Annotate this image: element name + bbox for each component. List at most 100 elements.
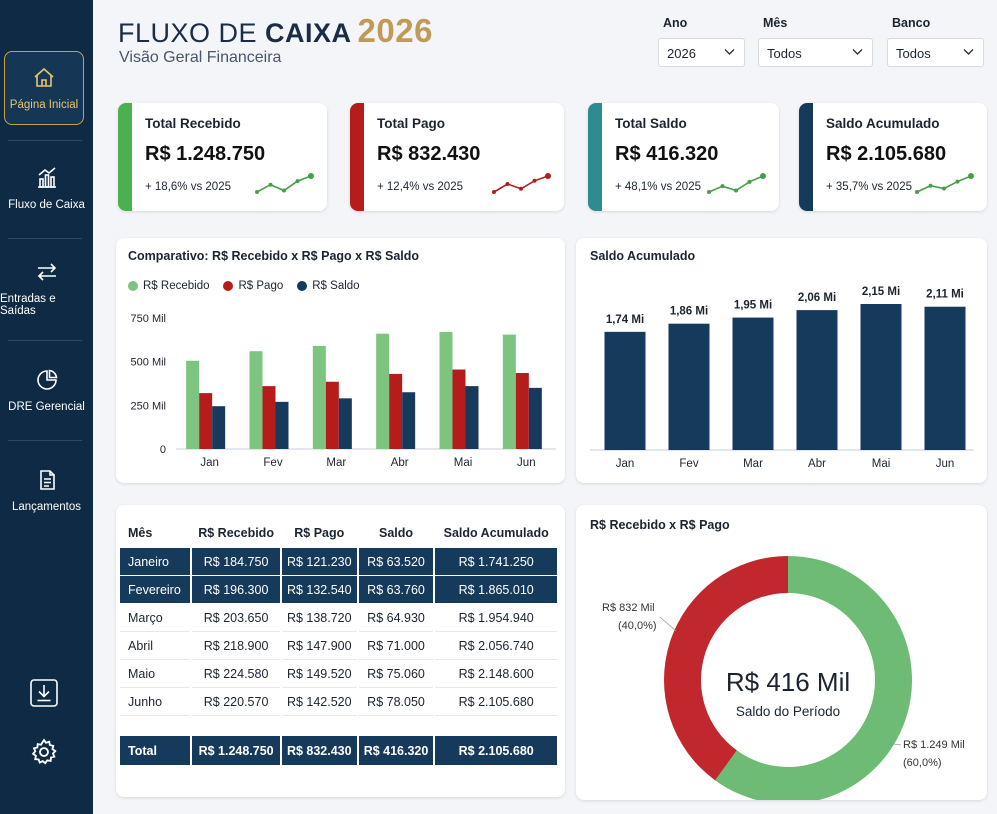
data-label: 1,74 Mi — [606, 314, 644, 326]
sidebar-item-fluxo-de-caixa[interactable]: Fluxo de Caixa — [0, 150, 93, 226]
y-tick-label: 250 Mil — [131, 400, 166, 412]
table-row[interactable]: Junho R$ 220.570 R$ 142.520 R$ 78.050 R$… — [120, 688, 557, 716]
bar-saldo-acumulado[interactable] — [924, 306, 966, 450]
data-label: 2,15 Mi — [862, 286, 900, 298]
title-year: 2026 — [357, 12, 433, 49]
table-cell: R$ 1.865.010 — [435, 576, 557, 604]
table-row[interactable]: Fevereiro R$ 196.300 R$ 132.540 R$ 63.76… — [120, 576, 557, 604]
bar-rsaldo[interactable] — [528, 387, 542, 449]
kpi-stripe — [588, 103, 602, 211]
bar-rrecebido[interactable] — [439, 331, 453, 449]
legend-item-saldo: R$ Saldo — [297, 280, 360, 292]
donut-slice-pct: (60,0%) — [903, 757, 942, 769]
title-part-2: CAIXA — [265, 18, 352, 48]
sparkline-point — [492, 190, 496, 194]
bar-rsaldo[interactable] — [212, 406, 226, 449]
filter-mes-select[interactable]: Todos — [758, 38, 873, 67]
bar-rsaldo[interactable] — [402, 392, 416, 449]
kpi-label: Total Recebido — [145, 116, 241, 131]
x-tick-label: Jun — [936, 458, 955, 470]
legend-dot — [297, 281, 308, 291]
bar-rpago[interactable] — [515, 373, 529, 449]
table-spacer-row — [120, 716, 557, 736]
table-cell: R$ 2.148.600 — [435, 660, 557, 688]
bar-saldo-acumulado[interactable] — [668, 323, 710, 450]
sidebar-item-label: DRE Gerencial — [8, 401, 85, 413]
donut-slice-label: R$ 832 Mil — [602, 602, 655, 614]
filter-ano-select[interactable]: 2026 — [658, 38, 745, 67]
table-row[interactable]: Abril R$ 218.900 R$ 147.900 R$ 71.000 R$… — [120, 632, 557, 660]
sparkline — [707, 173, 766, 194]
table-cell: R$ 416.320 — [358, 736, 434, 765]
bar-rrecebido[interactable] — [312, 345, 326, 449]
bar-rrecebido[interactable] — [186, 360, 200, 449]
gear-icon[interactable] — [28, 736, 60, 768]
table-cell: R$ 63.520 — [358, 548, 434, 576]
sparkline — [492, 173, 551, 194]
bar-rpago[interactable] — [389, 373, 403, 449]
table-cell: R$ 1.954.940 — [435, 604, 557, 632]
kpi-delta: + 12,4% vs 2025 — [377, 181, 463, 193]
kpi-stripe — [350, 103, 364, 211]
table-cell: Março — [120, 604, 191, 632]
sidebar-item-dre-gerencial[interactable]: DRE Gerencial — [0, 352, 93, 428]
sidebar-item-pagina-inicial[interactable]: Página Inicial — [4, 51, 84, 125]
x-tick-label: Mai — [454, 457, 473, 469]
bar-rrecebido[interactable] — [376, 333, 390, 449]
table-cell: R$ 2.056.740 — [435, 632, 557, 660]
leader-line — [885, 742, 902, 746]
bar-saldo-acumulado[interactable] — [732, 317, 774, 450]
bar-rsaldo[interactable] — [275, 401, 289, 449]
legend-item-pago: R$ Pago — [223, 280, 283, 292]
kpi-value: R$ 2.105.680 — [826, 143, 947, 165]
sidebar-divider — [8, 340, 82, 341]
table-cell: R$ 1.741.250 — [435, 548, 557, 576]
kpi-stripe — [118, 103, 132, 211]
sidebar-item-entradas-e-saidas[interactable]: Entradas e Saídas — [0, 250, 93, 326]
sidebar: Página Inicial Fluxo de Caixa Entradas e… — [0, 0, 93, 814]
download-icon[interactable] — [28, 677, 60, 709]
bar-rrecebido[interactable] — [502, 334, 516, 449]
comparativo-bar-chart: 750 Mil 500 Mil 250 Mil 0 Jan Fev Mar Abr Mai Jun — [131, 313, 556, 469]
bar-saldo-acumulado[interactable] — [796, 310, 838, 450]
bar-rsaldo[interactable] — [465, 386, 479, 449]
donut-slice-rpago[interactable] — [664, 556, 788, 781]
kpi-delta: + 48,1% vs 2025 — [615, 181, 701, 193]
bar-rpago[interactable] — [452, 369, 466, 449]
table-cell: R$ 203.650 — [192, 604, 280, 632]
x-tick-label: Jan — [200, 457, 219, 469]
table-row[interactable]: Março R$ 203.650 R$ 138.720 R$ 64.930 R$… — [120, 604, 557, 632]
donut-chart: R$ 416 Mil Saldo do Período R$ 832 Mil (40,… — [602, 556, 965, 800]
sparkline-point — [519, 186, 523, 191]
table-cell: R$ 2.105.680 — [435, 736, 557, 765]
sparkline-point — [308, 173, 314, 179]
bar-rpago[interactable] — [325, 381, 339, 449]
bar-rpago[interactable] — [199, 393, 213, 449]
sparkline-point — [928, 183, 933, 188]
column-header: R$ Pago — [294, 526, 345, 540]
table-cell: R$ 142.520 — [281, 688, 357, 716]
bar-rrecebido[interactable] — [249, 351, 263, 449]
sparkline-point — [545, 173, 551, 179]
x-tick-label: Fev — [263, 457, 282, 469]
chevron-down-icon — [963, 49, 974, 55]
kpi-card-total-pago: Total Pago R$ 832.430 + 12,4% vs 2025 — [350, 103, 564, 211]
filter-banco-select[interactable]: Todos — [887, 38, 984, 67]
table-cell: R$ 78.050 — [358, 688, 434, 716]
sparkline-point — [747, 179, 752, 184]
table-row[interactable]: Janeiro R$ 184.750 R$ 121.230 R$ 63.520 … — [120, 548, 557, 576]
sidebar-item-lancamentos[interactable]: Lançamentos — [0, 452, 93, 528]
table-cell: Janeiro — [120, 548, 191, 576]
table-row[interactable]: Maio R$ 224.580 R$ 149.520 R$ 75.060 R$ … — [120, 660, 557, 688]
bar-saldo-acumulado[interactable] — [604, 331, 646, 450]
kpi-value: R$ 416.320 — [615, 143, 719, 165]
bar-rsaldo[interactable] — [338, 398, 352, 449]
bar-saldo-acumulado[interactable] — [860, 304, 902, 450]
sparkline-point — [734, 188, 738, 193]
bar-rpago[interactable] — [262, 386, 276, 449]
table-cell: R$ 149.520 — [281, 660, 357, 688]
sidebar-divider — [8, 440, 82, 441]
table-cell: R$ 196.300 — [192, 576, 280, 604]
donut-slice-rrecebido[interactable] — [715, 556, 912, 800]
kpi-label: Total Pago — [377, 116, 446, 131]
